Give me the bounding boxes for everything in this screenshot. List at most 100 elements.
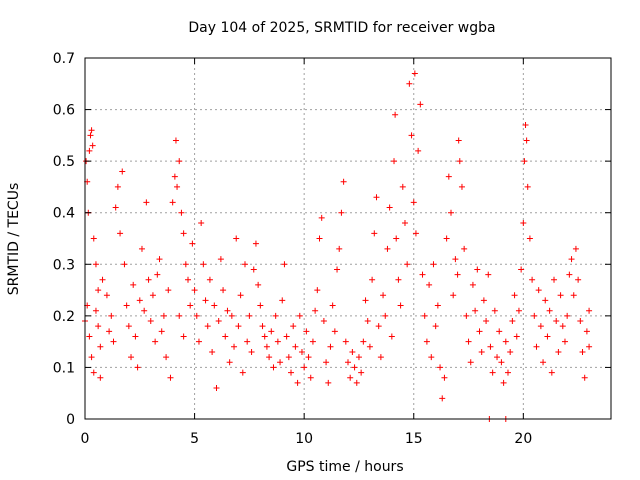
data-point — [561, 338, 568, 345]
plot-frame — [84, 57, 612, 420]
data-point — [410, 199, 417, 206]
data-point — [529, 276, 536, 283]
data-point — [128, 354, 135, 361]
data-point — [320, 318, 327, 325]
data-point — [382, 312, 389, 319]
data-point — [496, 328, 503, 335]
data-point — [524, 183, 531, 190]
y-tick-label: 0.7 — [53, 51, 75, 67]
data-point — [187, 302, 194, 309]
data-point — [526, 235, 533, 242]
data-point — [349, 348, 356, 355]
data-point — [89, 142, 96, 149]
data-point — [463, 312, 470, 319]
data-point — [485, 271, 492, 278]
data-point — [257, 302, 264, 309]
data-point — [566, 271, 573, 278]
data-point — [130, 281, 137, 288]
y-tick-label: 0.2 — [53, 309, 75, 325]
data-point — [298, 348, 305, 355]
data-point — [117, 230, 124, 237]
data-point — [504, 369, 511, 376]
data-point — [288, 369, 295, 376]
data-point — [564, 312, 571, 319]
grid — [85, 58, 611, 419]
data-point — [191, 287, 198, 294]
data-point — [408, 132, 415, 139]
data-point — [586, 307, 593, 314]
data-point — [487, 343, 494, 350]
x-tick-label: 20 — [514, 431, 532, 447]
data-point — [391, 158, 398, 165]
data-point — [95, 323, 102, 330]
data-point — [353, 379, 360, 386]
data-point — [445, 173, 452, 180]
data-point — [226, 359, 233, 366]
data-point — [316, 235, 323, 242]
y-tick-label: 0.4 — [53, 206, 75, 222]
data-point — [112, 204, 119, 211]
data-point — [406, 80, 413, 87]
data-point — [86, 333, 93, 340]
data-point — [123, 302, 130, 309]
data-point — [305, 354, 312, 361]
data-point — [581, 374, 588, 381]
data-point — [248, 348, 255, 355]
data-point — [119, 168, 126, 175]
data-point — [509, 318, 516, 325]
data-point — [448, 209, 455, 216]
data-point — [522, 122, 529, 129]
data-point — [340, 178, 347, 185]
data-point — [511, 292, 518, 299]
data-point — [277, 359, 284, 366]
data-point — [158, 328, 165, 335]
data-point — [259, 323, 266, 330]
data-point — [233, 235, 240, 242]
y-tick-label: 0.5 — [53, 154, 75, 170]
data-point — [366, 343, 373, 350]
data-point — [303, 328, 310, 335]
data-point — [461, 245, 468, 252]
data-point — [386, 204, 393, 211]
data-point — [531, 312, 538, 319]
data-point — [246, 312, 253, 319]
data-point — [327, 343, 334, 350]
data-point — [307, 374, 314, 381]
data-point — [141, 307, 148, 314]
data-point — [434, 302, 441, 309]
data-point — [384, 245, 391, 252]
data-point — [237, 292, 244, 299]
data-point — [202, 297, 209, 304]
data-point — [294, 379, 301, 386]
data-point — [270, 364, 277, 371]
data-point — [467, 359, 474, 366]
data-point — [515, 307, 522, 314]
data-point — [351, 364, 358, 371]
data-point — [244, 338, 251, 345]
data-point — [204, 323, 211, 330]
data-point — [285, 354, 292, 361]
data-point — [568, 256, 575, 263]
data-point — [572, 245, 579, 252]
data-point — [180, 230, 187, 237]
data-point — [548, 369, 555, 376]
data-point — [132, 333, 139, 340]
data-point — [412, 230, 419, 237]
data-point — [472, 307, 479, 314]
data-point — [220, 287, 227, 294]
data-point — [180, 333, 187, 340]
data-point — [498, 359, 505, 366]
data-point — [182, 261, 189, 268]
data-point — [314, 287, 321, 294]
data-point — [546, 307, 553, 314]
data-point — [231, 343, 238, 350]
data-point — [432, 323, 439, 330]
data-point — [454, 271, 461, 278]
data-point — [465, 338, 472, 345]
data-point — [110, 338, 117, 345]
data-point — [165, 287, 172, 294]
data-point — [373, 194, 380, 201]
data-point — [88, 127, 95, 134]
data-point — [114, 183, 121, 190]
data-points — [82, 70, 593, 422]
